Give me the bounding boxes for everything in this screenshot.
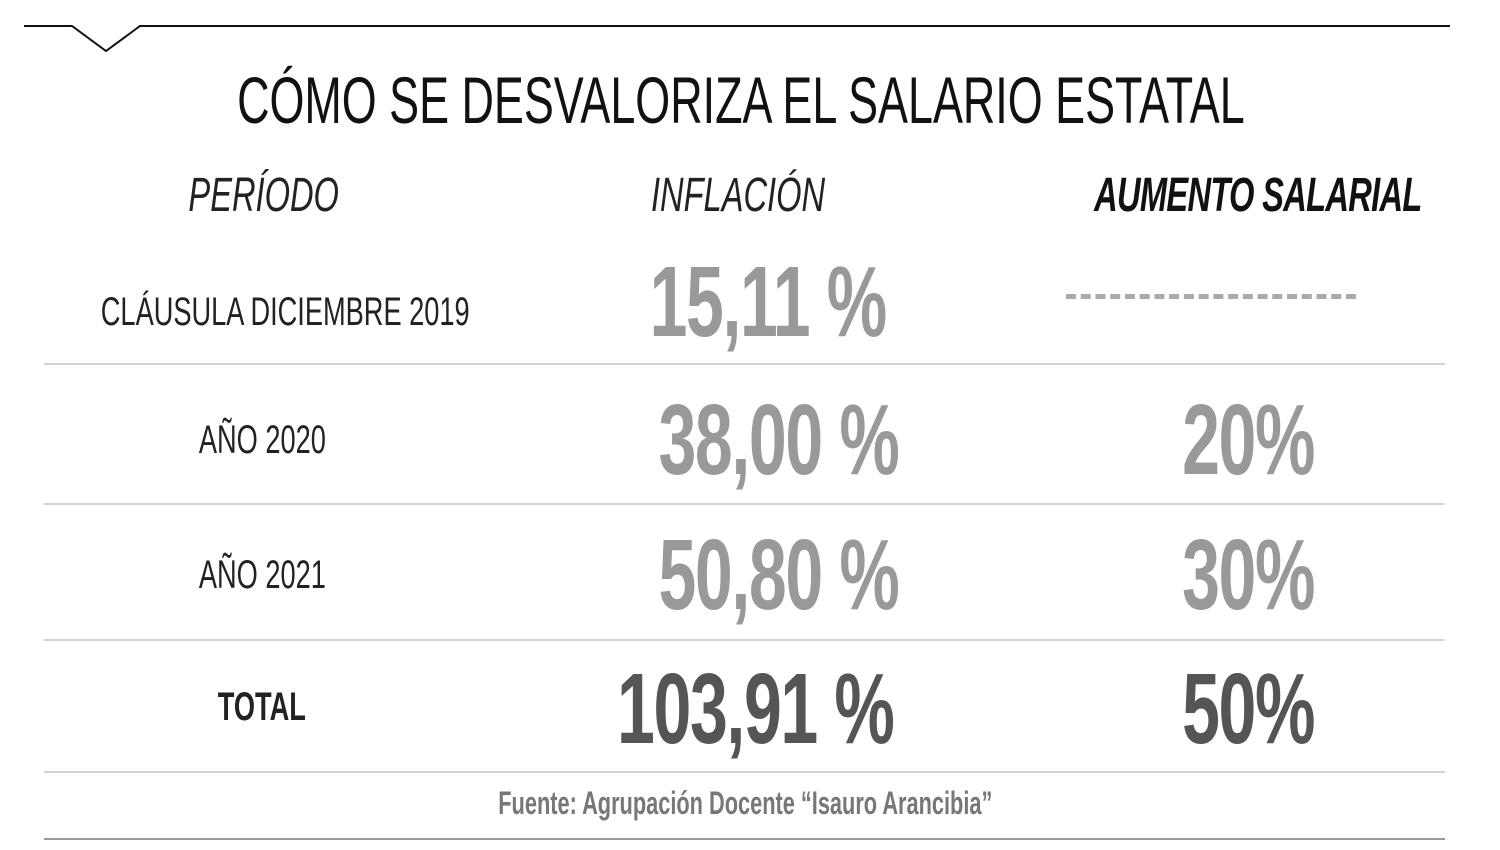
column-header-raise: AUMENTO SALARIAL	[1094, 169, 1422, 222]
row-period: AÑO 2020	[198, 418, 326, 462]
total-raise: 50%	[1181, 653, 1315, 765]
column-header-period: PERÍODO	[188, 169, 340, 222]
row-raise-empty-dash	[1066, 294, 1356, 299]
chart-title: CÓMO SE DESVALORIZA EL SALARIO ESTATAL	[237, 63, 1245, 137]
row-inflation: 15,11 %	[649, 246, 888, 358]
row-raise: 20%	[1181, 384, 1315, 496]
row-period: CLÁUSULA DICIEMBRE 2019	[100, 290, 470, 334]
source-note: Fuente: Agrupación Docente “Isauro Aranc…	[497, 785, 993, 821]
row-divider	[44, 771, 1445, 773]
row-raise: 30%	[1181, 519, 1315, 631]
total-label: TOTAL	[217, 685, 307, 729]
row-divider	[44, 503, 1445, 505]
column-header-inflation: INFLACIÓN	[650, 169, 826, 222]
row-divider	[44, 639, 1445, 641]
bottom-rule	[44, 838, 1445, 840]
row-inflation: 38,00 %	[657, 384, 899, 496]
total-inflation: 103,91 %	[616, 653, 895, 765]
row-divider	[44, 363, 1445, 365]
top-rule-notch	[24, 25, 1450, 53]
row-inflation: 50,80 %	[657, 519, 899, 631]
row-period: AÑO 2021	[198, 553, 326, 597]
